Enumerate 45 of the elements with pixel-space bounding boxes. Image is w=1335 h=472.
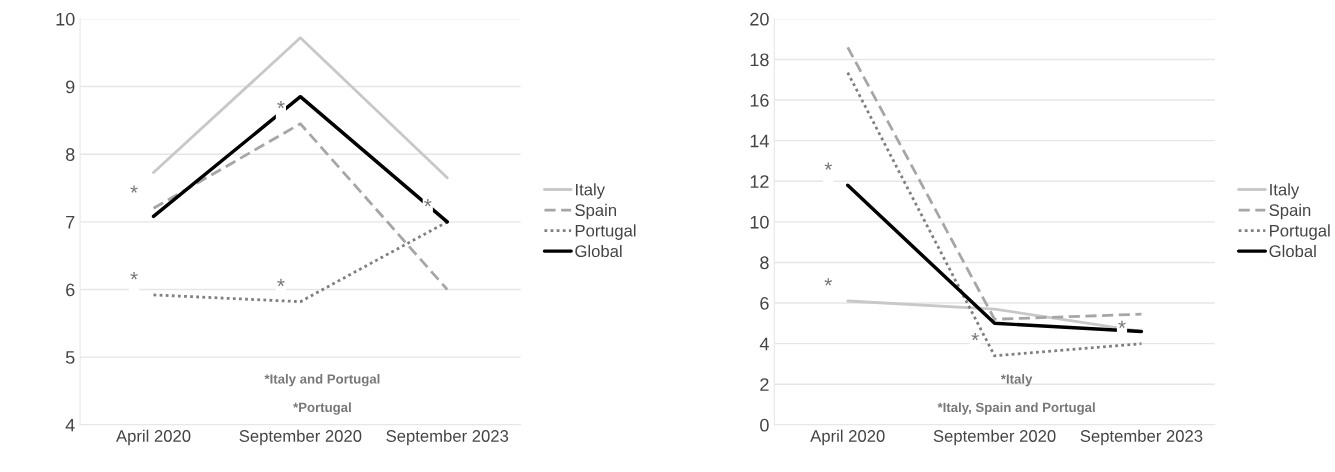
legend-label: Spain — [575, 203, 617, 220]
y-tick-label: 10 — [56, 12, 75, 26]
y-tick-label: 6 — [66, 283, 75, 297]
legend-label: Portugal — [1270, 224, 1330, 240]
annotation: * — [130, 185, 138, 193]
annotation: *Italy, Spain and Portugal — [937, 402, 1095, 415]
annotation: * — [824, 162, 833, 170]
legend-label: Global — [575, 244, 622, 258]
y-tick-label: 18 — [750, 53, 769, 67]
legend-label: Spain — [1269, 203, 1311, 220]
annotation: * — [130, 272, 138, 280]
legend-label: Portugal — [575, 224, 636, 240]
y-tick-label: 10 — [750, 215, 769, 229]
legend-label: Italy — [1270, 183, 1300, 199]
annotation: *Italy — [1000, 374, 1033, 387]
annotation: * — [424, 199, 432, 207]
x-tick-label: September 2023 — [386, 429, 509, 446]
y-tick-label: 14 — [750, 134, 769, 148]
y-tick-label: 12 — [750, 175, 769, 188]
y-tick-label: 8 — [760, 256, 769, 270]
x-tick-label: September 2020 — [239, 429, 362, 446]
y-tick-label: 9 — [66, 80, 75, 94]
legend-label: Italy — [576, 183, 605, 199]
y-tick-label: 2 — [760, 378, 769, 391]
x-tick-label: September 2020 — [933, 429, 1056, 446]
y-tick-label: 5 — [65, 351, 75, 364]
y-tick-label: 0 — [760, 418, 769, 432]
annotation: * — [277, 278, 285, 287]
y-tick-label: 20 — [750, 12, 769, 26]
y-tick-label: 8 — [65, 148, 75, 161]
legend-label: Global — [1269, 244, 1316, 258]
x-tick-label: April 2020 — [116, 429, 191, 446]
y-tick-label: 16 — [750, 94, 769, 107]
y-tick-label: 4 — [65, 418, 75, 432]
y-tick-label: 6 — [760, 296, 769, 310]
annotation: * — [1118, 320, 1126, 329]
y-tick-label: 7 — [66, 215, 75, 229]
annotation: * — [824, 278, 833, 286]
annotation: *Portugal — [293, 402, 351, 415]
annotation: *Italy and Portugal — [264, 373, 380, 387]
x-tick-label: April 2020 — [810, 429, 885, 446]
annotation: * — [971, 332, 979, 341]
y-tick-label: 4 — [759, 337, 769, 351]
x-tick-label: September 2023 — [1080, 429, 1203, 446]
annotation: * — [277, 100, 285, 109]
